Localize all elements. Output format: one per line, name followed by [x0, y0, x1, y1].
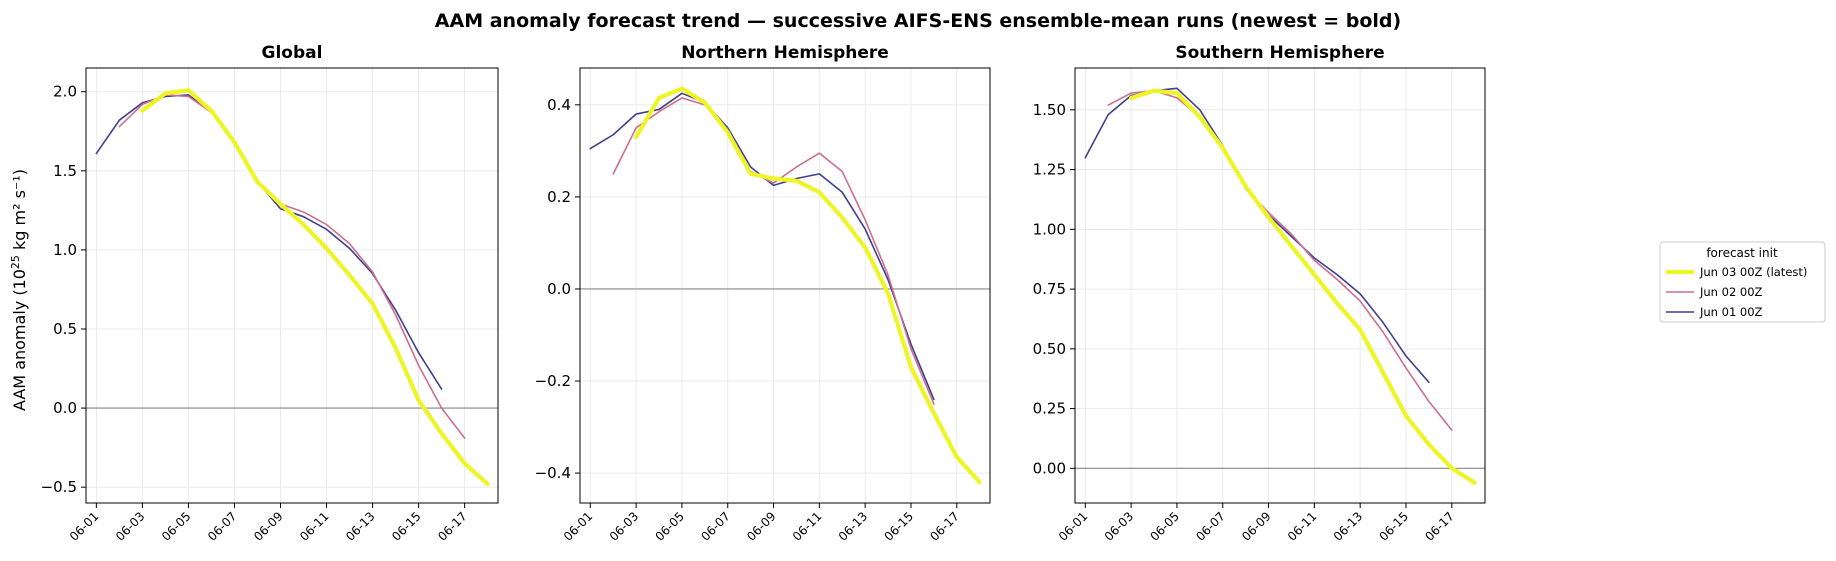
global-xtick-label: 06-13 [343, 509, 378, 544]
northern-hemisphere-xtick-label: 06-15 [882, 509, 917, 544]
southern-hemisphere-xtick-label: 06-05 [1147, 509, 1182, 544]
northern-hemisphere-ytick-label: 0.0 [547, 280, 571, 298]
y-axis-label-prefix: AAM anomaly (10 [10, 269, 29, 411]
panel-northern-hemisphere: −0.4 −0.2 0.0 0.2 0.4 06-01 06-03 06-05 06-07 06-… [535, 43, 991, 544]
global-ytick-label: 1.0 [53, 241, 77, 259]
global-xtick-label: 06-05 [159, 509, 194, 544]
southern-hemisphere-xtick-label: 06-09 [1239, 509, 1274, 544]
legend-label-jun02: Jun 02 00Z [1699, 285, 1763, 299]
northern-hemisphere-xtick-label: 06-03 [607, 509, 642, 544]
northern-hemisphere-ytick-label: −0.4 [535, 464, 571, 482]
global-xtick-label: 06-03 [113, 509, 148, 544]
northern-hemisphere-xtick-label: 06-17 [927, 509, 962, 544]
global-xtick-label: 06-15 [389, 509, 424, 544]
legend: forecast init Jun 03 00Z (latest) Jun 02… [1659, 241, 1826, 323]
y-axis-label: AAM anomaly (1025 kg m² s⁻¹) [9, 169, 29, 411]
panel-global: −0.5 0.0 0.5 1.0 1.5 2.0 06-01 06-03 06-05 06-07 0… [41, 43, 499, 544]
southern-hemisphere-xtick-label: 06-03 [1102, 509, 1137, 544]
global-series-latest [140, 88, 490, 487]
global-xtick-label: 06-07 [205, 509, 240, 544]
southern-hemisphere-ytick-label: 1.00 [1033, 220, 1066, 238]
y-axis-label-suffix: kg m² s⁻¹) [10, 169, 29, 255]
southern-hemisphere-ytick-label: 1.25 [1033, 161, 1066, 179]
northern-hemisphere-xtick-label: 06-09 [744, 509, 779, 544]
southern-hemisphere-series-jun02 [1107, 89, 1453, 431]
northern-hemisphere-title: Northern Hemisphere [681, 43, 889, 63]
northern-hemisphere-series-latest [634, 86, 982, 485]
southern-hemisphere-ytick-label: 0.75 [1033, 280, 1066, 298]
southern-hemisphere-ytick-label: 0.50 [1033, 340, 1066, 358]
southern-hemisphere-xtick-label: 06-13 [1331, 509, 1366, 544]
y-axis-label-exponent: 25 [9, 255, 22, 269]
global-ytick-label: −0.5 [41, 478, 77, 496]
global-xtick-label: 06-17 [435, 509, 470, 544]
southern-hemisphere-ytick-label: 0.25 [1033, 400, 1066, 418]
southern-hemisphere-xtick-label: 06-11 [1285, 509, 1320, 544]
southern-hemisphere-axes-frame [1074, 67, 1486, 504]
southern-hemisphere-series-latest [1129, 88, 1477, 485]
southern-hemisphere-xtick-label: 06-15 [1377, 509, 1412, 544]
panel-southern-hemisphere: 0.00 0.25 0.50 0.75 1.00 1.25 1.50 06-01 06-03 06… [1033, 43, 1486, 544]
global-series-jun02 [118, 94, 466, 439]
southern-hemisphere-xtick-label: 06-07 [1193, 509, 1228, 544]
northern-hemisphere-axes-frame [579, 67, 991, 504]
southern-hemisphere-xtick-label: 06-17 [1422, 509, 1457, 544]
northern-hemisphere-xtick-label: 06-05 [652, 509, 687, 544]
northern-hemisphere-xtick-label: 06-07 [698, 509, 733, 544]
southern-hemisphere-series-jun01 [1084, 87, 1430, 384]
northern-hemisphere-series-jun02 [612, 97, 935, 405]
global-xtick-label: 06-01 [67, 509, 102, 544]
global-ytick-label: 2.0 [53, 83, 77, 101]
global-xtick-label: 06-09 [251, 509, 286, 544]
northern-hemisphere-ytick-label: −0.2 [535, 372, 571, 390]
southern-hemisphere-title: Southern Hemisphere [1175, 43, 1384, 63]
northern-hemisphere-ytick-label: 0.2 [547, 188, 571, 206]
northern-hemisphere-xtick-label: 06-11 [790, 509, 825, 544]
global-xtick-label: 06-11 [297, 509, 332, 544]
northern-hemisphere-xtick-label: 06-13 [836, 509, 871, 544]
legend-title: forecast init [1706, 246, 1778, 260]
figure-title: AAM anomaly forecast trend — successive … [435, 10, 1401, 32]
global-ytick-label: 0.5 [53, 320, 77, 338]
legend-label-jun01: Jun 01 00Z [1699, 305, 1763, 319]
southern-hemisphere-ytick-label: 0.00 [1033, 459, 1066, 477]
southern-hemisphere-xtick-label: 06-01 [1056, 509, 1091, 544]
southern-hemisphere-ytick-label: 1.50 [1033, 101, 1066, 119]
legend-frame [1659, 241, 1826, 323]
northern-hemisphere-ytick-label: 0.4 [547, 96, 571, 114]
global-ytick-label: 0.0 [53, 399, 77, 417]
northern-hemisphere-series-jun01 [589, 92, 935, 401]
global-axes-frame [85, 67, 499, 504]
legend-label-latest: Jun 03 00Z (latest) [1699, 265, 1807, 279]
global-ytick-label: 1.5 [53, 162, 77, 180]
northern-hemisphere-xtick-label: 06-01 [561, 509, 596, 544]
global-series-jun01 [95, 94, 443, 390]
global-title: Global [262, 43, 323, 63]
